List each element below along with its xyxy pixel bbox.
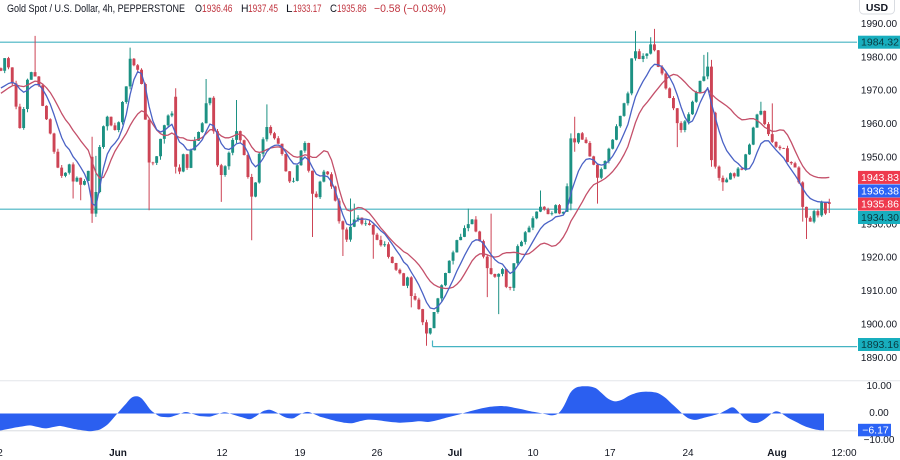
svg-text:1970.00: 1970.00 xyxy=(861,86,898,97)
svg-text:0.00: 0.00 xyxy=(869,408,889,419)
svg-text:10.00: 10.00 xyxy=(866,381,891,392)
svg-text:1934.30: 1934.30 xyxy=(861,212,899,224)
svg-text:C: C xyxy=(330,3,337,15)
svg-text:−0.58 (−0.03%): −0.58 (−0.03%) xyxy=(374,3,446,15)
svg-text:1935.86: 1935.86 xyxy=(337,3,367,15)
svg-text:Jul: Jul xyxy=(448,448,463,459)
svg-text:−10.00: −10.00 xyxy=(864,435,895,446)
svg-text:19: 19 xyxy=(294,448,306,459)
svg-text:1910.00: 1910.00 xyxy=(861,286,898,297)
svg-text:1933.17: 1933.17 xyxy=(293,3,322,15)
svg-text:1980.00: 1980.00 xyxy=(861,52,898,63)
svg-text:17: 17 xyxy=(604,448,616,459)
svg-text:H: H xyxy=(241,3,249,15)
svg-text:1920.00: 1920.00 xyxy=(861,253,898,264)
svg-text:1984.32: 1984.32 xyxy=(861,37,899,49)
svg-text:L: L xyxy=(286,3,293,15)
svg-text:Gold Spot / U.S. Dollar, 4h, P: Gold Spot / U.S. Dollar, 4h, PEPPERSTONE xyxy=(7,3,185,15)
svg-text:1990.00: 1990.00 xyxy=(861,19,898,30)
svg-text:1935.86: 1935.86 xyxy=(861,199,899,211)
svg-text:1890.00: 1890.00 xyxy=(861,353,898,364)
svg-text:1936.46: 1936.46 xyxy=(202,3,233,15)
svg-text:−6.17: −6.17 xyxy=(862,424,889,436)
svg-text:O: O xyxy=(195,3,202,15)
svg-text:Aug: Aug xyxy=(767,448,786,459)
svg-text:1943.83: 1943.83 xyxy=(861,172,899,184)
svg-text:2: 2 xyxy=(0,448,3,459)
svg-text:1960.00: 1960.00 xyxy=(861,119,898,130)
svg-text:1936.38: 1936.38 xyxy=(861,185,899,197)
svg-text:1930.00: 1930.00 xyxy=(861,219,898,230)
svg-text:24: 24 xyxy=(682,448,694,459)
svg-text:1937.45: 1937.45 xyxy=(248,3,278,15)
svg-text:1900.00: 1900.00 xyxy=(861,320,898,331)
svg-text:USD: USD xyxy=(866,2,889,14)
svg-text:Jun: Jun xyxy=(109,448,127,459)
svg-text:26: 26 xyxy=(371,448,383,459)
svg-text:12:00: 12:00 xyxy=(831,448,856,459)
svg-text:1893.16: 1893.16 xyxy=(861,339,899,351)
svg-text:1950.00: 1950.00 xyxy=(861,153,898,164)
svg-text:10: 10 xyxy=(527,448,539,459)
svg-text:12: 12 xyxy=(216,448,228,459)
